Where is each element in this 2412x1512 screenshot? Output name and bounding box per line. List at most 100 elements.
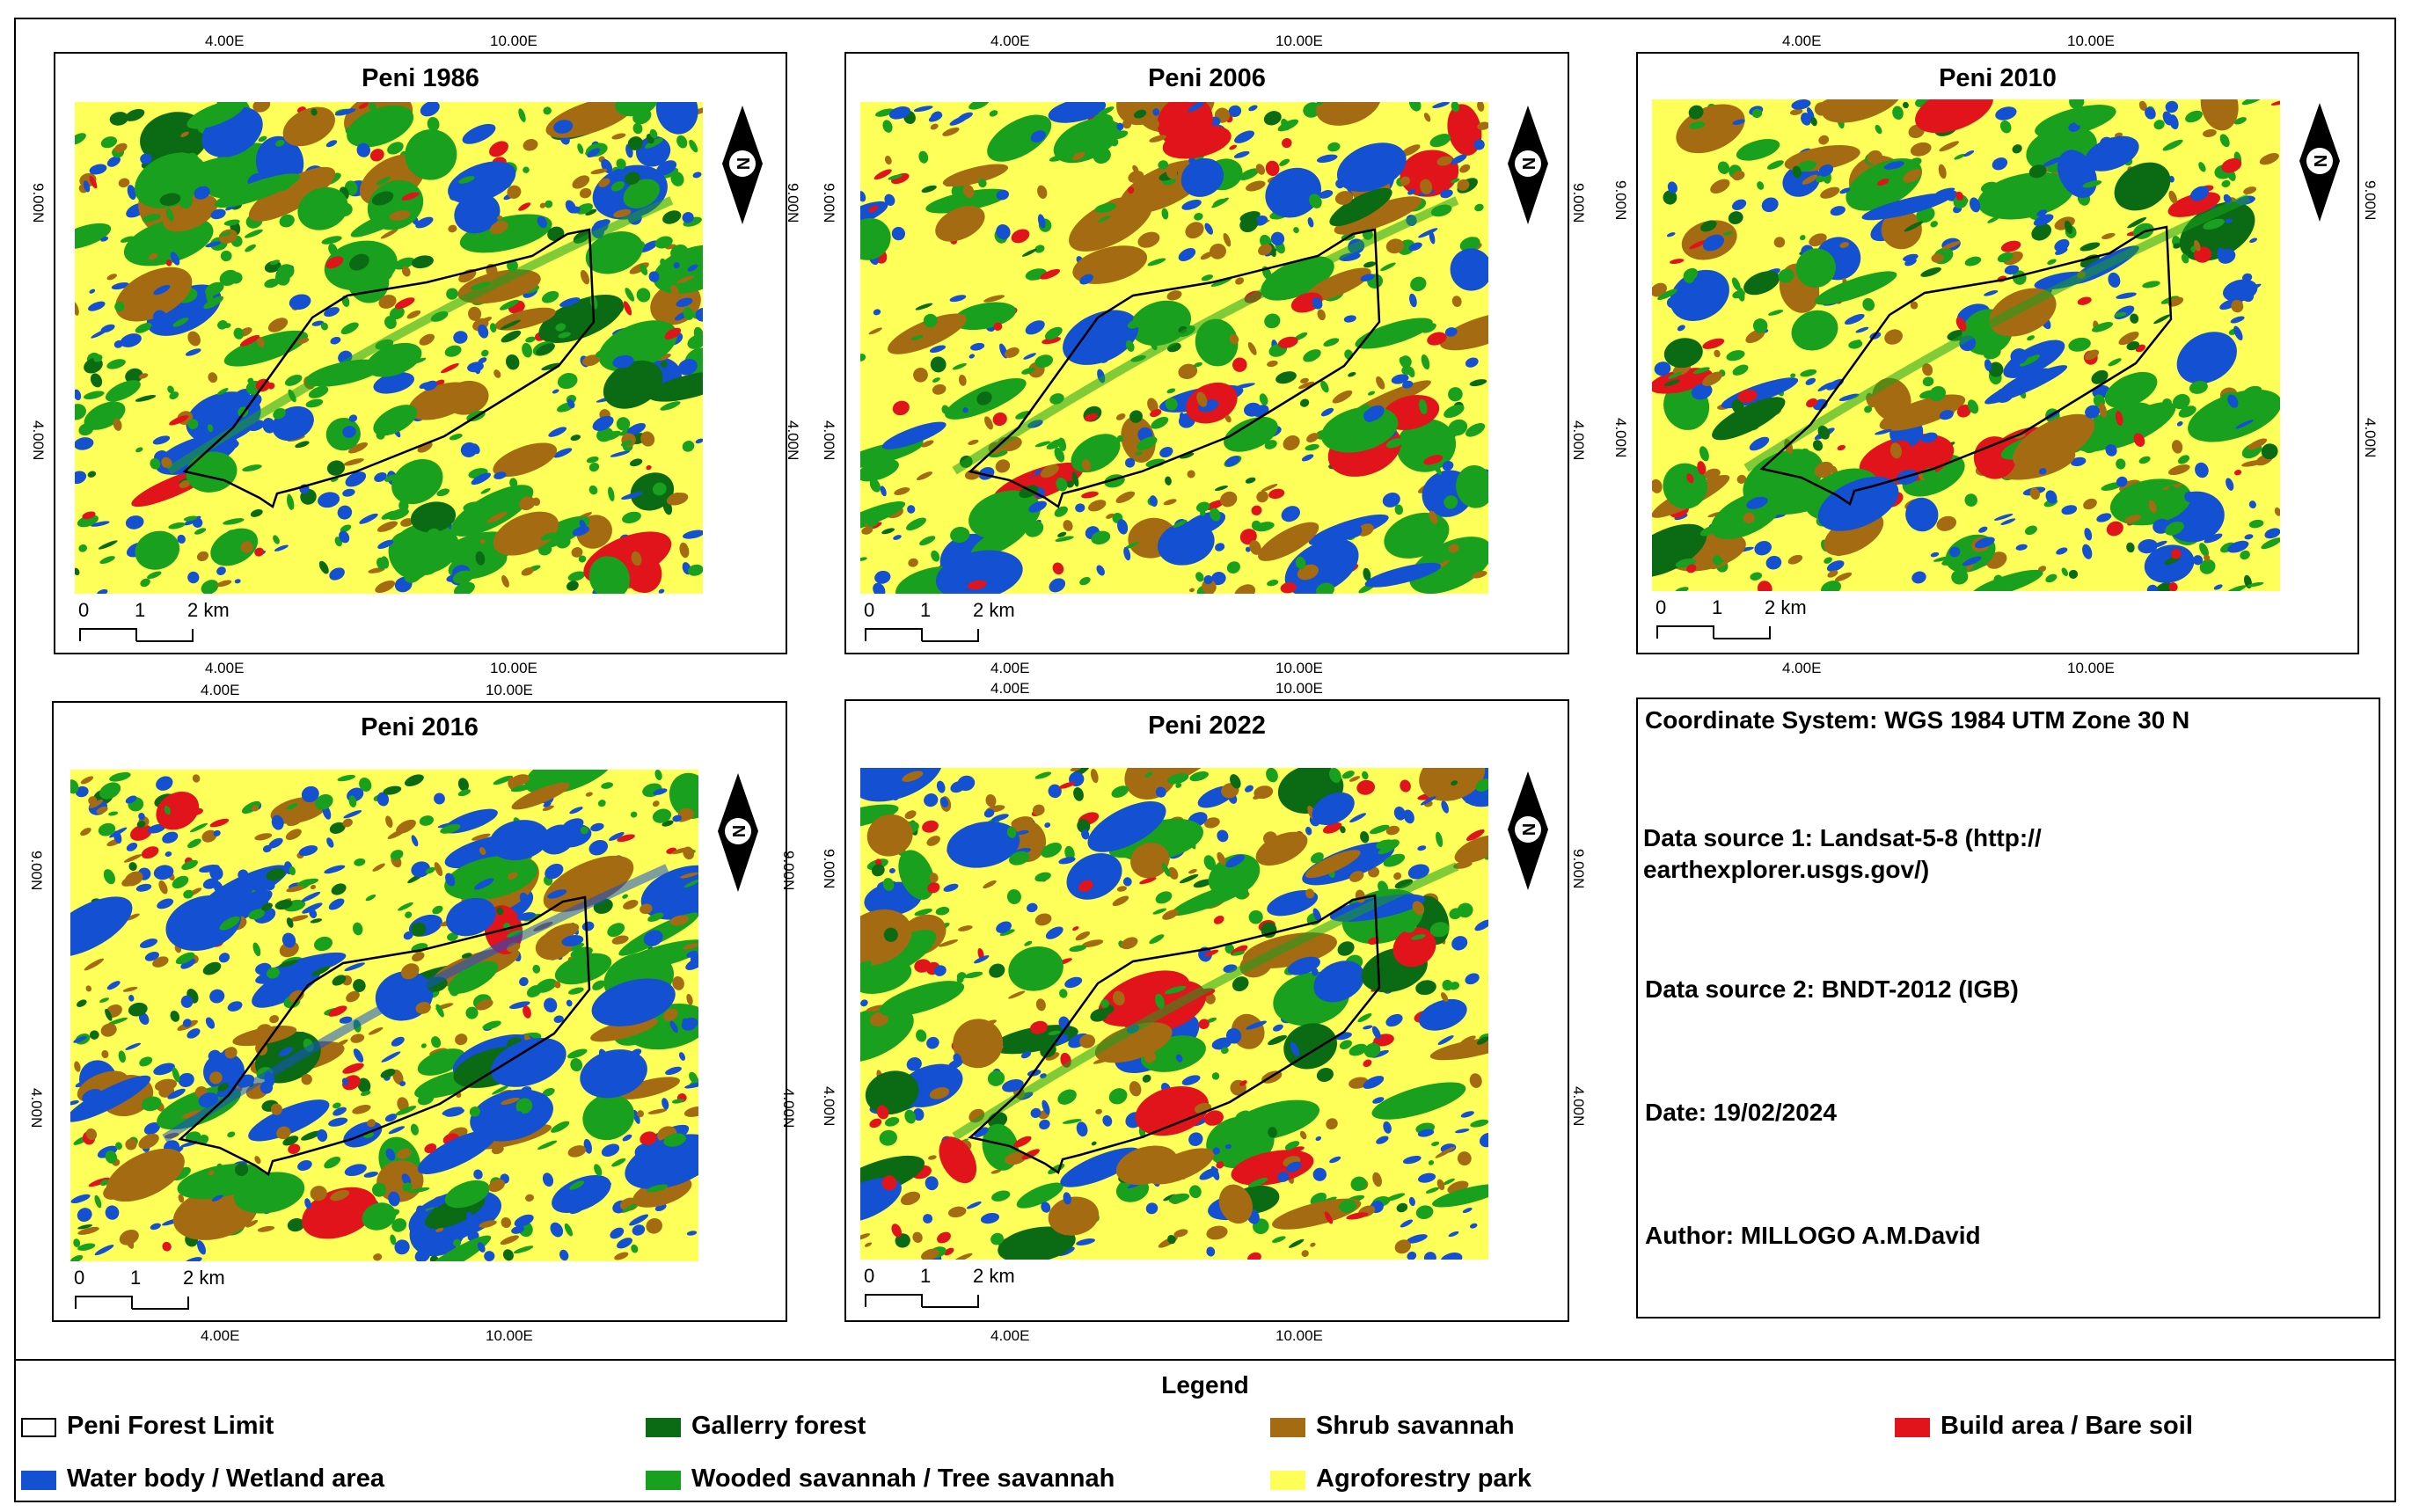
longitude-tick-top: 10.00E (2067, 33, 2115, 49)
latitude-tick-right: 9.00N (1570, 849, 1587, 889)
latitude-tick-left: 4.00N (821, 420, 837, 461)
north-arrow-label: N (730, 825, 749, 837)
latitude-tick-left: 4.00N (28, 1088, 45, 1129)
longitude-tick-bottom: 10.00E (490, 660, 537, 676)
scale-bar (865, 1294, 979, 1308)
latitude-tick-right: 4.00N (1570, 420, 1587, 461)
longitude-tick-top: 10.00E (1275, 33, 1323, 49)
north-arrow-icon: N (1508, 771, 1548, 890)
longitude-tick-bottom: 4.00E (1782, 660, 1822, 676)
latitude-tick-right: 4.00N (2362, 418, 2379, 458)
latitude-tick-left: 4.00N (821, 1086, 837, 1127)
longitude-tick-bottom: 4.00E (205, 660, 245, 676)
panel-title: Peni 2010 (1939, 64, 2057, 92)
legend-label-gallery-forest: Gallerry forest (691, 1412, 866, 1440)
legend-label-wooded-savannah: Wooded savannah / Tree savannah (691, 1465, 1115, 1493)
forest-limit-outline (178, 895, 591, 1176)
legend-swatch-gallery-forest (646, 1418, 681, 1437)
legend-title: Legend (1161, 1371, 1249, 1399)
latitude-tick-right: 9.00N (1570, 183, 1587, 223)
land-cover-map (1652, 99, 2280, 591)
legend-label-build-area: Build area / Bare soil (1941, 1412, 2193, 1440)
longitude-tick-bottom: 10.00E (1275, 1327, 1323, 1344)
longitude-tick-top: 4.00E (990, 33, 1030, 49)
scale-bar-label: 0 (78, 599, 90, 621)
scale-bar-label: 1 (920, 599, 932, 621)
north-arrow: N (2298, 103, 2342, 226)
scale-bar-label: 0 (74, 1267, 85, 1289)
metadata-box: Coordinate System: WGS 1984 UTM Zone 30 … (1636, 698, 2380, 1318)
scale-bar-graphic (864, 625, 987, 647)
scale-bar-label: 1 (1712, 596, 1723, 618)
legend-label-shrub-savannah: Shrub savannah (1316, 1412, 1515, 1440)
data-source-1-text: Data source 1: Landsat-5-8 (http:// eart… (1643, 824, 2042, 883)
map-raster (1652, 99, 2280, 591)
legend-swatch-forest-limit (21, 1418, 56, 1437)
north-arrow: N (1506, 106, 1550, 229)
forest-limit-outline (182, 228, 596, 508)
north-arrow-label: N (735, 157, 754, 170)
longitude-tick-top: 4.00E (990, 680, 1030, 697)
scale-bar (79, 628, 194, 642)
latitude-tick-left: 9.00N (821, 849, 837, 889)
forest-limit-outline (1759, 225, 2173, 506)
latitude-tick-left: 9.00N (1612, 180, 1629, 221)
latitude-tick-right: 4.00N (1570, 1086, 1587, 1127)
panel-title: Peni 2022 (1148, 712, 1266, 740)
north-arrow: N (1506, 771, 1550, 895)
map-layout-frame (14, 18, 2396, 1502)
legend-swatch-wooded-savannah (646, 1471, 681, 1490)
author-text: Author: MILLOGO A.M.David (1645, 1222, 1981, 1249)
panel-title: Peni 2016 (361, 713, 479, 741)
legend-swatch-water-body (21, 1471, 56, 1490)
north-arrow-label: N (1520, 157, 1539, 170)
land-cover-map (860, 768, 1488, 1260)
north-arrow: N (716, 773, 760, 896)
longitude-tick-bottom: 10.00E (1275, 660, 1323, 676)
latitude-tick-right: 4.00N (785, 420, 801, 461)
scale-bar-label: 1 (920, 1265, 932, 1287)
longitude-tick-bottom: 4.00E (201, 1327, 240, 1344)
legend-swatch-build-area (1895, 1418, 1930, 1437)
scale-bar-label: 2 km (1765, 596, 1807, 618)
coordinate-system-text: Coordinate System: WGS 1984 UTM Zone 30 … (1645, 706, 2190, 734)
map-raster (75, 102, 703, 594)
legend-swatch-shrub-savannah (1270, 1418, 1305, 1437)
latitude-tick-left: 9.00N (821, 183, 837, 223)
north-arrow-icon: N (718, 773, 758, 892)
latitude-tick-left: 4.00N (30, 420, 47, 461)
map-raster (860, 102, 1488, 594)
latitude-tick-right: 9.00N (780, 851, 797, 891)
forest-limit-outline (968, 228, 1381, 508)
scale-bar-label: 2 km (183, 1267, 225, 1289)
longitude-tick-top: 10.00E (1275, 680, 1323, 697)
north-arrow-label: N (1520, 823, 1539, 836)
latitude-tick-right: 9.00N (2362, 180, 2379, 221)
longitude-tick-top: 4.00E (205, 33, 245, 49)
scale-bar-label: 2 km (187, 599, 230, 621)
scale-bar-label: 1 (135, 599, 146, 621)
longitude-tick-top: 4.00E (201, 682, 240, 698)
map-raster (860, 768, 1488, 1260)
legend: Legend Peni Forest Limit Gallerry forest… (14, 1359, 2396, 1502)
scale-bar-graphic (1656, 623, 1779, 645)
scale-bar-label: 0 (864, 599, 875, 621)
north-arrow-icon: N (1508, 106, 1548, 224)
panel-title: Peni 2006 (1148, 64, 1266, 92)
legend-swatch-agroforestry-park (1270, 1471, 1305, 1490)
latitude-tick-right: 4.00N (780, 1088, 797, 1129)
scale-bar (75, 1296, 189, 1310)
longitude-tick-top: 10.00E (486, 682, 533, 698)
map-raster (70, 770, 698, 1261)
latitude-tick-left: 9.00N (30, 183, 47, 223)
longitude-tick-bottom: 4.00E (990, 660, 1030, 676)
scale-bar-label: 1 (130, 1267, 142, 1289)
north-arrow-icon: N (2299, 103, 2340, 222)
legend-label-forest-limit: Peni Forest Limit (67, 1412, 274, 1440)
scale-bar-label: 2 km (973, 1265, 1015, 1287)
land-cover-map (75, 102, 703, 594)
legend-label-water-body: Water body / Wetland area (67, 1465, 384, 1493)
longitude-tick-bottom: 10.00E (486, 1327, 533, 1344)
latitude-tick-right: 9.00N (785, 183, 801, 223)
scale-bar (865, 628, 979, 642)
